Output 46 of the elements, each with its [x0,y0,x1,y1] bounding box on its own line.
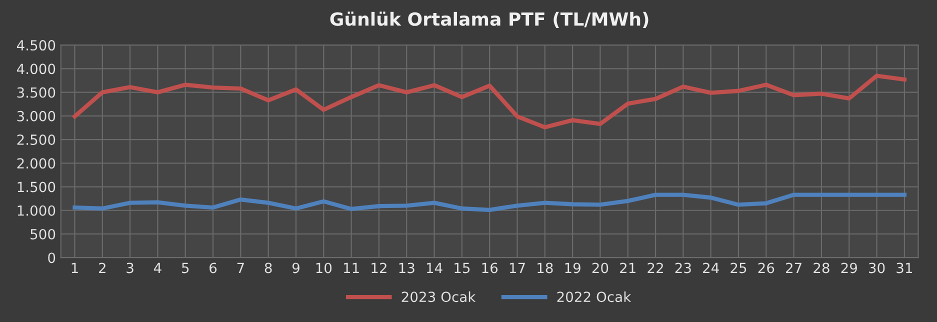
y-tick-label: 4.000 [16,64,56,74]
x-tick-label: 2 [98,262,106,274]
y-tick-label: 1.500 [18,182,56,192]
x-tick-label: 3 [126,262,134,274]
y-tick-label: 0 [48,252,56,264]
x-tick-label: 13 [399,262,414,274]
x-tick-label: 6 [210,262,217,274]
x-tick-label: 4 [154,262,162,274]
y-tick-label: 1.000 [18,205,56,216]
line-series [72,74,907,130]
y-tick-label: 500 [30,228,56,240]
y-tick-label: 4.500 [16,40,56,51]
x-tick-label: 24 [703,262,719,274]
x-tick-label: 17 [510,262,525,274]
x-tick-label: 11 [344,262,359,274]
x-tick-label: 1 [72,262,78,274]
y-tick-label: 3.000 [17,110,56,122]
x-tick-label: 7 [237,262,244,274]
x-tick-label: 22 [648,262,663,274]
x-tick-label: 14 [426,262,442,274]
chart-title: Günlük Ortalama PTF (TL/MWh) [330,12,648,28]
x-tick-label: 9 [292,262,300,274]
legend-label: 2022 Ocak [557,291,632,302]
legend-label: 2023 Ocak [402,291,476,302]
x-tick-label: 18 [538,262,553,274]
y-tick-label: 2.000 [17,158,56,169]
x-tick-label: 20 [592,262,608,274]
y-tick-label: 3.500 [17,87,56,98]
x-tick-label: 16 [482,262,498,274]
y-tick-label: 2.500 [17,134,56,146]
x-tick-label: 30 [868,262,885,274]
x-tick-label: 26 [758,262,774,274]
x-tick-label: 12 [372,262,386,274]
x-tick-label: 5 [182,262,189,274]
x-tick-label: 8 [264,262,272,274]
x-tick-label: 10 [316,262,332,274]
x-tick-label: 25 [730,262,746,274]
x-tick-label: 29 [841,262,857,274]
x-tick-label: 27 [786,262,802,274]
line-series [72,192,907,212]
x-tick-label: 28 [814,262,830,274]
x-tick-label: 21 [620,262,636,274]
x-tick-label: 31 [896,262,912,274]
x-tick-label: 23 [675,262,691,274]
x-tick-label: 19 [565,262,580,274]
x-tick-label: 15 [454,262,470,274]
